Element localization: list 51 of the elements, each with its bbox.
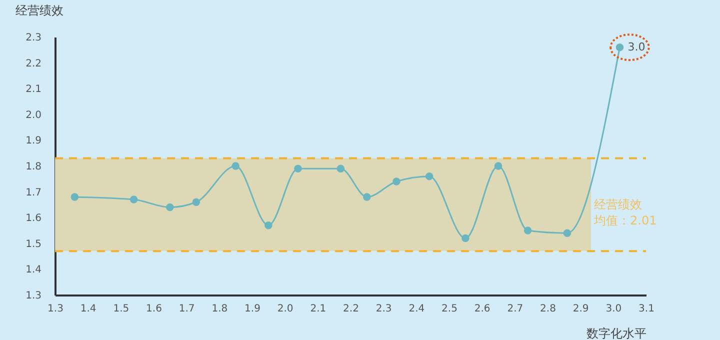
point <box>264 221 272 230</box>
x-tick-label: 1.9 <box>244 304 260 314</box>
y-tick-label: 1.9 <box>26 136 42 147</box>
x-tick-label: 2.1 <box>310 304 326 314</box>
point <box>70 193 79 201</box>
y-tick-label: 2.3 <box>26 32 42 44</box>
point <box>130 196 138 204</box>
point <box>232 162 240 170</box>
x-tick-label: 2.4 <box>408 304 425 314</box>
x-tick-label: 1.7 <box>178 304 195 314</box>
y-tick-label: 2.1 <box>26 84 42 96</box>
point <box>462 234 470 242</box>
y-tick-label: 1.6 <box>26 213 42 224</box>
point <box>192 198 200 206</box>
annotation: 3.0 <box>628 40 646 54</box>
point <box>166 203 174 212</box>
y-tick-label: 1.5 <box>26 238 42 250</box>
x-tick-label: 2.7 <box>507 304 524 314</box>
point <box>294 164 302 172</box>
point <box>392 178 400 186</box>
point <box>363 193 371 201</box>
text: 均值：2.01 <box>594 214 657 228</box>
x-tick-label: 1.8 <box>212 304 228 314</box>
x-tick-label: 1.4 <box>80 304 96 314</box>
x-tick-label: 2.8 <box>540 304 556 314</box>
x-tick-label: 1.6 <box>146 304 162 314</box>
point <box>336 164 345 172</box>
x-tick-label: 3.0 <box>606 304 622 314</box>
point <box>494 162 502 170</box>
x-tick-label: 2.9 <box>572 304 589 314</box>
point <box>524 226 532 234</box>
y-tick-label: 1.4 <box>26 264 42 276</box>
x-tick-label: 2.2 <box>343 304 359 314</box>
y-tick-label: 2.0 <box>26 110 42 121</box>
x-tick-label: 2.0 <box>277 304 294 314</box>
x-axis-title: 数字化水平 <box>586 326 646 340</box>
y-tick-label: 1.7 <box>26 187 42 198</box>
y-axis-title: 经营绩效 <box>16 4 64 18</box>
x-tick-label: 2.5 <box>442 304 458 314</box>
point <box>563 229 572 237</box>
y-tick-label: 1.3 <box>26 290 42 302</box>
point <box>425 172 434 180</box>
x-tick-label: 1.5 <box>113 304 130 314</box>
y-tick-label: 1.8 <box>26 162 42 172</box>
x-tick-label: 2.3 <box>376 304 392 314</box>
text: 经营绩效 <box>594 198 642 212</box>
point <box>616 43 624 52</box>
y-tick-label: 2.2 <box>26 58 42 70</box>
x-tick-label: 3.1 <box>638 304 654 314</box>
x-tick-label: 1.3 <box>48 304 64 314</box>
x-tick-label: 2.6 <box>474 304 490 314</box>
